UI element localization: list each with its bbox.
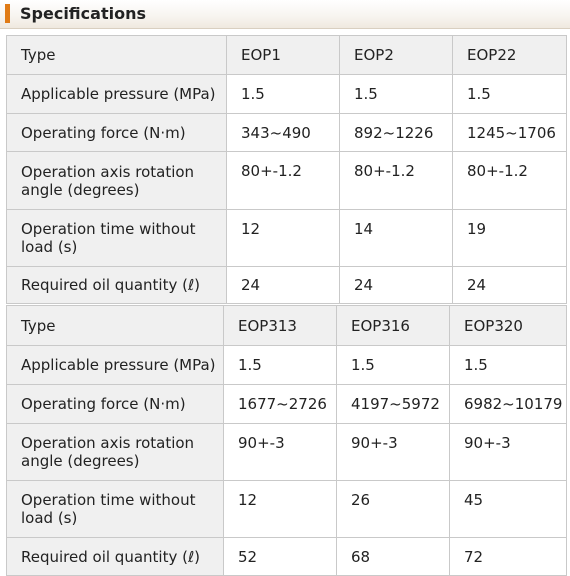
value-cell: 343~490	[226, 113, 340, 152]
value-cell: 90+-3	[336, 423, 450, 481]
table-row: Operation time without load (s) 12 26 45	[6, 480, 567, 538]
spec-table-1: Type EOP1 EOP2 EOP22 Applicable pressure…	[6, 35, 567, 304]
value-cell: 12	[223, 480, 337, 538]
value-cell: 45	[449, 480, 567, 538]
value-cell: 1.5	[226, 74, 340, 114]
value-cell: 1.5	[339, 74, 453, 114]
value-cell: 1677~2726	[223, 384, 337, 424]
model-cell: EOP22	[452, 35, 567, 75]
row-label: Operation time without load (s)	[6, 209, 227, 267]
value-cell: 24	[339, 266, 453, 304]
value-cell: 68	[336, 537, 450, 576]
value-cell: 1.5	[336, 345, 450, 385]
value-cell: 80+-1.2	[226, 151, 340, 210]
table-row: Operating force (N·m) 343~490 892~1226 1…	[6, 113, 567, 152]
spec-table-2: Type EOP313 EOP316 EOP320 Applicable pre…	[6, 305, 567, 576]
value-cell: 80+-1.2	[452, 151, 567, 210]
model-cell: EOP1	[226, 35, 340, 75]
type-label: Type	[6, 305, 224, 346]
row-label: Operation axis rotation angle (degrees)	[6, 423, 224, 481]
table-row: Required oil quantity (ℓ) 52 68 72	[6, 537, 567, 576]
value-cell: 26	[336, 480, 450, 538]
table-header-row: Type EOP1 EOP2 EOP22	[6, 35, 567, 75]
model-cell: EOP2	[339, 35, 453, 75]
row-label: Required oil quantity (ℓ)	[6, 537, 224, 576]
row-label: Operation axis rotation angle (degrees)	[6, 151, 227, 210]
table-row: Required oil quantity (ℓ) 24 24 24	[6, 266, 567, 304]
value-cell: 24	[226, 266, 340, 304]
value-cell: 90+-3	[223, 423, 337, 481]
section-accent-bar	[5, 4, 10, 23]
model-cell: EOP320	[449, 305, 567, 346]
row-label: Operating force (N·m)	[6, 384, 224, 424]
row-label: Operating force (N·m)	[6, 113, 227, 152]
table-row: Operation axis rotation angle (degrees) …	[6, 423, 567, 481]
model-cell: EOP316	[336, 305, 450, 346]
row-label: Required oil quantity (ℓ)	[6, 266, 227, 304]
table-row: Applicable pressure (MPa) 1.5 1.5 1.5	[6, 74, 567, 114]
row-label: Applicable pressure (MPa)	[6, 345, 224, 385]
table-row: Applicable pressure (MPa) 1.5 1.5 1.5	[6, 345, 567, 385]
type-label: Type	[6, 35, 227, 75]
value-cell: 1.5	[223, 345, 337, 385]
table-row: Operation axis rotation angle (degrees) …	[6, 151, 567, 210]
value-cell: 72	[449, 537, 567, 576]
value-cell: 1245~1706	[452, 113, 567, 152]
model-cell: EOP313	[223, 305, 337, 346]
value-cell: 12	[226, 209, 340, 267]
value-cell: 14	[339, 209, 453, 267]
value-cell: 6982~10179	[449, 384, 567, 424]
value-cell: 19	[452, 209, 567, 267]
table-row: Operating force (N·m) 1677~2726 4197~597…	[6, 384, 567, 424]
value-cell: 4197~5972	[336, 384, 450, 424]
section-header: Specifications	[0, 0, 570, 29]
value-cell: 52	[223, 537, 337, 576]
value-cell: 892~1226	[339, 113, 453, 152]
value-cell: 1.5	[452, 74, 567, 114]
value-cell: 90+-3	[449, 423, 567, 481]
value-cell: 24	[452, 266, 567, 304]
value-cell: 80+-1.2	[339, 151, 453, 210]
value-cell: 1.5	[449, 345, 567, 385]
section-title: Specifications	[20, 4, 146, 23]
row-label: Applicable pressure (MPa)	[6, 74, 227, 114]
table-row: Operation time without load (s) 12 14 19	[6, 209, 567, 267]
row-label: Operation time without load (s)	[6, 480, 224, 538]
table-header-row: Type EOP313 EOP316 EOP320	[6, 305, 567, 346]
